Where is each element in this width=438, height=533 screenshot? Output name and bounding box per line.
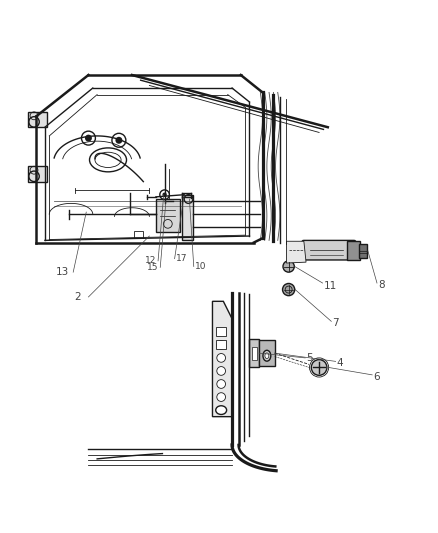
Ellipse shape — [216, 406, 226, 415]
Text: 12: 12 — [145, 256, 156, 265]
Text: 5: 5 — [306, 353, 313, 363]
Bar — [216, 327, 226, 336]
Circle shape — [217, 367, 226, 375]
Ellipse shape — [265, 353, 269, 359]
Bar — [216, 340, 226, 349]
Circle shape — [217, 353, 226, 362]
Bar — [182, 195, 193, 240]
Text: 7: 7 — [332, 318, 339, 328]
Text: 2: 2 — [74, 292, 81, 302]
Text: 13: 13 — [56, 267, 69, 277]
Text: 11: 11 — [323, 281, 337, 291]
Text: 6: 6 — [374, 372, 380, 382]
Bar — [252, 347, 257, 360]
Circle shape — [85, 135, 92, 142]
Bar — [347, 241, 360, 260]
Bar — [359, 244, 367, 258]
Polygon shape — [212, 301, 232, 417]
FancyBboxPatch shape — [302, 240, 356, 260]
Polygon shape — [259, 341, 275, 366]
Circle shape — [162, 192, 167, 197]
Bar — [156, 199, 180, 232]
Circle shape — [217, 341, 226, 349]
Text: 8: 8 — [378, 280, 385, 290]
Circle shape — [283, 261, 294, 272]
Polygon shape — [286, 241, 306, 263]
Circle shape — [311, 360, 327, 375]
Circle shape — [116, 137, 122, 144]
Text: 10: 10 — [195, 262, 207, 271]
Bar — [250, 339, 259, 367]
Text: 17: 17 — [176, 254, 187, 263]
Text: 4: 4 — [336, 358, 343, 368]
Text: 15: 15 — [147, 263, 158, 272]
Circle shape — [217, 393, 226, 401]
Circle shape — [283, 284, 295, 296]
Circle shape — [217, 379, 226, 389]
Ellipse shape — [263, 350, 271, 361]
Bar — [28, 166, 47, 182]
Bar — [28, 112, 47, 127]
Bar — [134, 231, 143, 238]
